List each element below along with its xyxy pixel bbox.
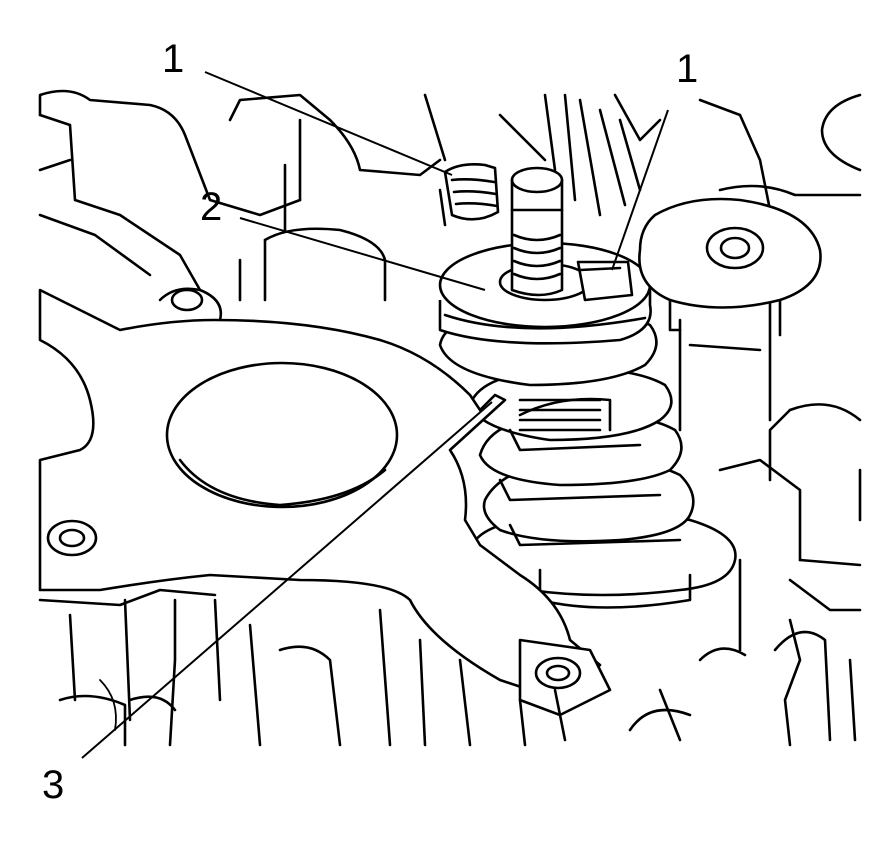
leader-lines <box>81 71 669 759</box>
valve-keeper-loose <box>438 163 500 227</box>
leader-1a <box>204 71 453 176</box>
leader-2 <box>239 217 486 291</box>
valve-stem <box>510 166 564 297</box>
callout-labels: 1 1 2 3 <box>42 37 698 807</box>
stem-threads <box>518 398 602 432</box>
callout-1-keeper-right: 1 <box>676 47 698 91</box>
compressor-pivot-boss <box>638 197 822 337</box>
cylinder-head-casting <box>38 89 862 747</box>
callout-1-keeper-left: 1 <box>162 37 184 81</box>
compressor-tool-plate <box>38 288 612 747</box>
leader-1b <box>611 109 669 271</box>
callout-2-retainer: 2 <box>200 185 222 229</box>
leader-3 <box>81 401 493 759</box>
valve-keeper-installed <box>576 260 634 302</box>
callout-3-tool: 3 <box>42 763 64 807</box>
